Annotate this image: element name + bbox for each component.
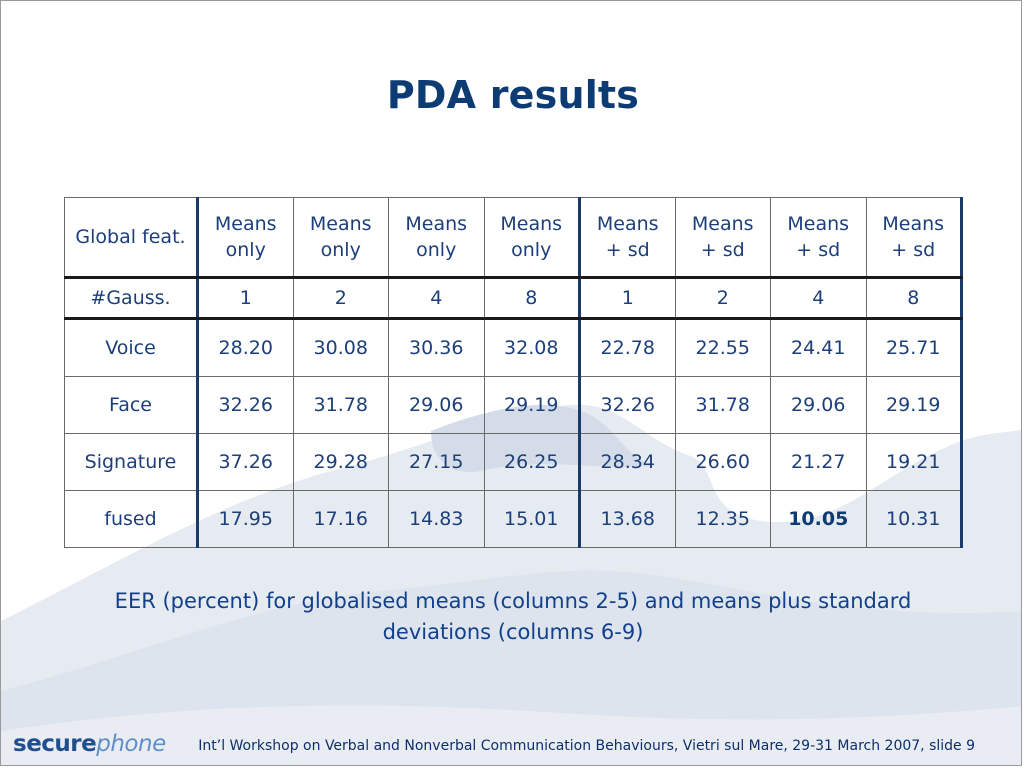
gauss-cell: 1 — [578, 277, 676, 320]
value-cell: 10.05 — [770, 490, 867, 548]
header-cell-label: Global feat. — [64, 197, 198, 279]
table-caption: EER (percent) for globalised means (colu… — [114, 589, 912, 644]
table-row: Face 32.26 31.78 29.06 29.19 32.26 31.78 29.06 2… — [64, 376, 963, 434]
header-cell: Means only — [483, 197, 580, 279]
header-cell: Means only — [388, 197, 485, 279]
gauss-cell: 2 — [674, 277, 771, 320]
gauss-cell: 8 — [483, 277, 580, 320]
value-cell: 26.25 — [483, 433, 580, 491]
header-cell-line: + sd — [605, 239, 650, 261]
value-cell: 30.08 — [292, 318, 389, 377]
gauss-cell: 2 — [292, 277, 389, 320]
table-row: Signature 37.26 29.28 27.15 26.25 28.34 26.60 2… — [64, 433, 963, 491]
value-cell: 12.35 — [674, 490, 771, 548]
header-cell-line: only — [320, 239, 361, 261]
table-row: Voice 28.20 30.08 30.36 32.08 22.78 22.55 24.41… — [64, 318, 963, 377]
securephone-logo: securephone — [13, 730, 166, 758]
value-cell: 17.95 — [196, 490, 294, 548]
logo-part-phone: phone — [96, 731, 166, 757]
header-cell: Means + sd — [674, 197, 771, 279]
header-cell: Means + sd — [770, 197, 867, 279]
value-cell: 32.26 — [578, 376, 676, 434]
row-label-cell: Signature — [64, 433, 198, 491]
row-label-cell: Face — [64, 376, 198, 434]
header-row: Global feat. Means only Means only Means only M… — [64, 197, 963, 279]
row-label-cell: fused — [64, 490, 198, 548]
value-cell: 32.26 — [196, 376, 294, 434]
header-cell: Means only — [196, 197, 294, 279]
gauss-cell: 4 — [388, 277, 485, 320]
gauss-row: #Gauss. 1 2 4 8 1 2 4 8 — [64, 277, 963, 320]
gauss-cell: 1 — [196, 277, 294, 320]
value-cell: 30.36 — [388, 318, 485, 377]
value-cell: 37.26 — [196, 433, 294, 491]
value-cell: 22.55 — [674, 318, 771, 377]
value-cell: 28.34 — [578, 433, 676, 491]
gauss-label-cell: #Gauss. — [64, 277, 198, 320]
header-cell-line: + sd — [891, 239, 936, 261]
value-cell: 19.21 — [865, 433, 963, 491]
slide-title: PDA results — [386, 73, 640, 117]
header-cell-line: Means — [787, 213, 850, 235]
value-cell: 22.78 — [578, 318, 676, 377]
value-cell: 29.06 — [770, 376, 867, 434]
value-cell: 27.15 — [388, 433, 485, 491]
header-cell-line: only — [511, 239, 552, 261]
gauss-cell: 8 — [865, 277, 963, 320]
header-cell-line: Means — [596, 213, 659, 235]
logo-part-secure: secure — [13, 731, 97, 757]
value-cell: 31.78 — [674, 376, 771, 434]
header-cell-line: Means — [500, 213, 563, 235]
value-cell: 32.08 — [483, 318, 580, 377]
value-cell: 21.27 — [770, 433, 867, 491]
value-cell: 14.83 — [388, 490, 485, 548]
value-cell: 29.19 — [483, 376, 580, 434]
header-cell-line: Means — [882, 213, 945, 235]
results-table: Global feat. Means only Means only Means only M… — [64, 197, 963, 548]
header-cell-line: Means — [405, 213, 468, 235]
header-cell-line: Means — [691, 213, 754, 235]
value-cell: 26.60 — [674, 433, 771, 491]
value-cell: 24.41 — [770, 318, 867, 377]
header-cell: Means + sd — [865, 197, 963, 279]
header-cell: Means only — [292, 197, 389, 279]
value-cell: 10.31 — [865, 490, 963, 548]
header-cell: Means + sd — [578, 197, 676, 279]
value-cell: 25.71 — [865, 318, 963, 377]
value-cell: 13.68 — [578, 490, 676, 548]
header-cell-line: only — [225, 239, 266, 261]
table-row: fused 17.95 17.16 14.83 15.01 13.68 12.35 10.05… — [64, 490, 963, 548]
value-cell: 15.01 — [483, 490, 580, 548]
row-label-cell: Voice — [64, 318, 198, 377]
value-cell: 28.20 — [196, 318, 294, 377]
header-cell-line: only — [416, 239, 457, 261]
value-cell: 29.19 — [865, 376, 963, 434]
value-cell: 17.16 — [292, 490, 389, 548]
header-cell-line: + sd — [700, 239, 745, 261]
value-cell: 29.28 — [292, 433, 389, 491]
slide-footer: Int’l Workshop on Verbal and Nonverbal C… — [198, 738, 975, 754]
value-cell: 29.06 — [388, 376, 485, 434]
value-cell: 31.78 — [292, 376, 389, 434]
header-cell-line: Means — [309, 213, 372, 235]
header-cell-line: Means — [214, 213, 277, 235]
gauss-cell: 4 — [770, 277, 867, 320]
header-cell-line: + sd — [796, 239, 841, 261]
